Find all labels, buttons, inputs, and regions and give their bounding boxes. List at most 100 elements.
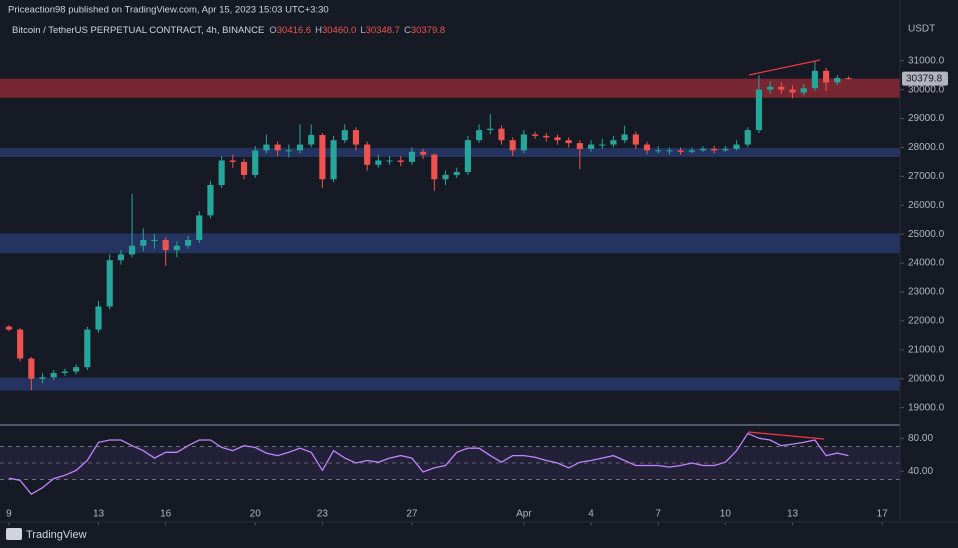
divergence-line [748,59,821,76]
axis-unit: USDT [908,24,935,35]
x-tick-label: Apr [516,509,532,520]
ohlc-value: 30460.0 [322,25,356,36]
candle-body [341,130,348,141]
candle-body [61,371,69,373]
candle-body [531,134,539,136]
zone [0,233,900,254]
symbol-info: Bitcoin / TetherUS PERPETUAL CONTRACT, 4… [12,25,445,36]
candle-body [834,78,841,83]
candle-body [688,150,695,152]
y-tick-label: 21000.0 [908,344,945,355]
ohlc-label: L [360,25,365,36]
candle-body [744,130,751,145]
ohlc-value: 30416.6 [277,25,311,36]
candle-body [811,70,819,89]
ohlc-label: H [315,25,322,36]
x-tick-label: 7 [655,509,661,520]
candle-body [364,144,371,165]
candle-body [789,89,796,93]
y-tick-label: 40.00 [908,466,933,477]
symbol: Bitcoin / TetherUS PERPETUAL CONTRACT, 4… [12,25,264,36]
zone [0,78,900,98]
candle-body [554,137,561,141]
candle-body [207,185,214,216]
y-tick-label: 27000.0 [908,171,945,182]
candle-body [319,135,326,180]
candle-body [442,174,449,180]
candle-body [823,70,830,83]
y-tick-label: 19000.0 [908,402,945,413]
candle-body [229,160,236,162]
x-tick-label: 9 [6,509,12,520]
candle-body [565,140,572,144]
candle-body [711,148,718,151]
y-tick-label: 26000.0 [908,200,945,211]
published-note: Priceaction98 published on TradingView.c… [8,5,329,16]
zone [0,148,900,157]
x-tick-label: 10 [720,509,732,520]
candle-body [476,130,483,141]
candle-body [666,150,673,152]
y-tick-label: 23000.0 [908,287,945,298]
candle-body [352,130,360,145]
x-tick-label: 13 [93,509,105,520]
candle-body [240,161,248,175]
y-tick-label: 20000.0 [908,373,945,384]
x-tick-label: 13 [787,509,799,520]
candle-body [755,89,763,131]
candle-body [431,154,438,180]
y-tick-label: 25000.0 [908,229,945,240]
candle-body [599,144,606,146]
x-tick-label: 23 [317,509,329,520]
candle-body [106,260,113,307]
candle-body [520,134,527,151]
candle-body [610,140,617,145]
candle-body [285,150,292,152]
candle-body [308,135,315,145]
y-tick-label: 80.00 [908,433,933,444]
candle-body [5,326,13,330]
candle-body [330,140,337,180]
rsi-line [8,432,849,496]
x-tick-label: 16 [160,509,172,520]
candle-body [498,128,505,141]
branding: TradingView [26,529,87,541]
candle-body [129,245,136,255]
x-tick-label: 20 [250,509,262,520]
candle-body [800,88,807,93]
y-tick-label: 31000.0 [908,55,945,66]
last-price-label: 30379.8 [906,73,943,84]
candle-body [184,239,192,246]
x-tick-label: 4 [588,509,594,520]
candle-body [576,143,583,149]
candle-body [84,329,91,368]
candle-body [464,140,471,173]
candle-body [39,377,46,379]
candle-body [73,367,80,372]
ohlc-label: C [404,25,411,36]
candle-body [95,306,102,330]
candle-body [140,239,147,246]
candle-body [397,160,404,162]
logo-icon [6,528,22,540]
candle-body [655,150,662,152]
y-tick-label: 29000.0 [908,113,945,124]
candle-body [487,128,494,131]
zone [0,377,900,391]
candle-body [17,329,24,359]
candle-body [845,78,852,80]
ohlc-value: 30379.8 [411,25,445,36]
candle-body [509,140,516,151]
x-tick-label: 27 [406,509,418,520]
candle-body [733,144,740,149]
candle-body [699,148,707,151]
candle-body [151,239,158,241]
candle-body [117,254,124,261]
candle-body [173,245,180,251]
plot-area: 19000.0 20000.0 21000.0 22000.0 23000.0 24000… [0,55,948,525]
candle-body [50,372,57,378]
candle-body [263,144,270,151]
divergence-line [747,431,825,440]
candle-body [621,134,628,141]
